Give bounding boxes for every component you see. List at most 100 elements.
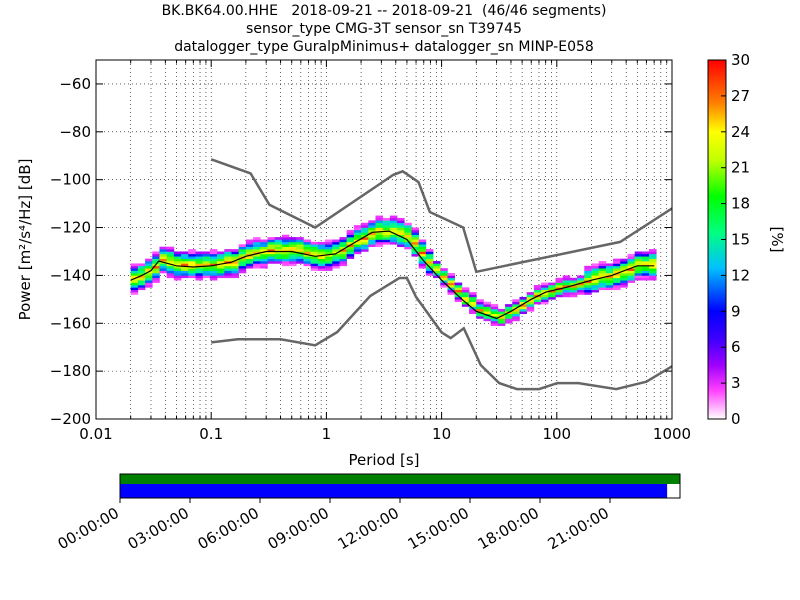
y-tick-label: −120 — [50, 219, 91, 237]
psd-cell — [569, 292, 578, 295]
timeline-tick-label: 12:00:00 — [335, 504, 402, 553]
psd-cell — [317, 256, 326, 259]
psd-cell — [591, 273, 599, 276]
psd-cell — [397, 227, 405, 231]
psd-cell — [303, 251, 311, 255]
psd-cell — [512, 304, 520, 307]
psd-cell — [152, 275, 160, 279]
psd-cell — [389, 222, 398, 226]
psd-cell — [195, 275, 203, 279]
psd-cell — [159, 251, 167, 255]
psd-cell — [548, 296, 556, 300]
psd-cell — [605, 263, 614, 267]
psd-cell — [483, 308, 491, 312]
psd-cell — [325, 239, 333, 243]
psd-cell — [620, 282, 628, 286]
psd-cell — [303, 241, 311, 245]
colorbar-tick-label: 30 — [731, 51, 750, 69]
psd-cell — [605, 268, 614, 271]
psd-cell — [152, 256, 160, 259]
psd-cell — [613, 261, 621, 264]
psd-cell — [339, 249, 347, 252]
psd-cell — [533, 301, 542, 305]
psd-cell — [181, 258, 189, 262]
psd-cell — [303, 239, 311, 243]
psd-cell — [533, 287, 542, 291]
psd-cell — [634, 261, 643, 264]
psd-cell — [461, 299, 470, 303]
title-line-2: sensor_type CMG-3T sensor_sn T39745 — [246, 21, 522, 37]
colorbar-tick-label: 12 — [731, 266, 750, 284]
psd-cell — [289, 253, 297, 257]
psd-cell — [591, 280, 599, 283]
psd-cell — [353, 232, 362, 236]
psd-cell — [397, 241, 405, 245]
psd-cell — [425, 273, 434, 276]
psd-cell — [181, 275, 189, 279]
psd-cell — [281, 249, 290, 252]
psd-cell — [533, 289, 542, 293]
psd-cell — [404, 241, 412, 245]
psd-cell — [569, 280, 578, 283]
psd-cell — [389, 237, 398, 240]
psd-cell — [541, 301, 549, 305]
psd-cell — [382, 227, 391, 231]
psd-cell — [447, 282, 455, 286]
psd-cell — [159, 258, 167, 262]
psd-cell — [526, 308, 535, 312]
psd-cell — [598, 270, 607, 274]
psd-cell — [267, 261, 275, 264]
psd-cell — [375, 222, 383, 226]
psd-cell — [469, 299, 477, 303]
psd-cell — [267, 249, 275, 252]
psd-cell — [173, 265, 182, 269]
psd-cell — [447, 275, 455, 279]
psd-cell — [620, 275, 628, 279]
psd-cell — [353, 237, 362, 240]
psd-cell — [137, 275, 146, 279]
y-tick-label: −100 — [50, 171, 91, 189]
psd-cell — [195, 251, 203, 255]
psd-cell — [368, 229, 376, 233]
psd-cell — [397, 220, 405, 224]
psd-cell — [231, 268, 239, 271]
psd-cell — [310, 265, 319, 269]
psd-cell — [526, 304, 535, 307]
psd-cell — [397, 217, 405, 221]
psd-cell — [137, 287, 146, 291]
psd-cell — [332, 246, 340, 250]
psd-cell — [159, 253, 167, 257]
psd-cell — [310, 261, 319, 264]
psd-cell — [634, 253, 643, 257]
psd-cell — [389, 227, 398, 231]
psd-cell — [346, 229, 355, 233]
psd-cell — [382, 232, 391, 236]
psd-cell — [281, 251, 290, 255]
psd-cell — [137, 263, 146, 267]
psd-cell — [382, 217, 391, 221]
psd-cell — [649, 253, 657, 257]
median-line — [130, 230, 655, 320]
psd-cell — [555, 289, 563, 293]
timeline-tick-label: 00:00:00 — [55, 504, 122, 553]
psd-cell — [404, 227, 412, 231]
psd-cell — [202, 256, 211, 259]
psd-cell — [641, 263, 650, 267]
psd-cell — [339, 237, 347, 240]
psd-cell — [577, 287, 585, 291]
psd-cell — [634, 275, 643, 279]
x-axis-label: Period [s] — [348, 451, 419, 469]
psd-cell — [541, 299, 549, 303]
psd-cell — [627, 275, 635, 279]
psd-cell — [253, 265, 261, 269]
psd-cell — [281, 253, 290, 257]
psd-cell — [231, 253, 239, 257]
psd-cell — [281, 241, 290, 245]
psd-cell — [231, 265, 239, 269]
psd-cell — [224, 256, 232, 259]
psd-cell — [649, 268, 657, 271]
psd-cell — [281, 256, 290, 259]
psd-cell — [526, 292, 535, 295]
psd-cell — [274, 251, 283, 255]
psd-cell — [598, 265, 607, 269]
